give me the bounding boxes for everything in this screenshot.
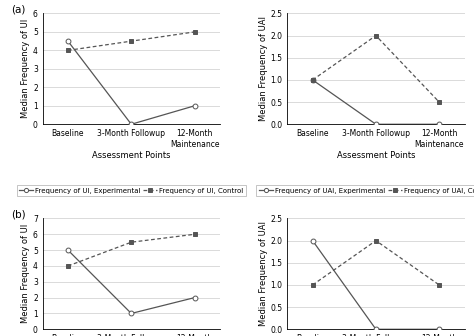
Y-axis label: Median Frequency of UI: Median Frequency of UI	[21, 19, 30, 119]
Y-axis label: Median Frequency of UAI: Median Frequency of UAI	[258, 16, 267, 121]
Legend: Frequency of UI, Experimental, Frequency of UI, Control: Frequency of UI, Experimental, Frequency…	[17, 185, 246, 196]
Text: (b): (b)	[11, 210, 26, 220]
X-axis label: Assessment Points: Assessment Points	[337, 151, 415, 160]
Y-axis label: Median Frequency of UAI: Median Frequency of UAI	[258, 221, 267, 326]
Legend: Frequency of UAI, Experimental, Frequency of UAI, Control: Frequency of UAI, Experimental, Frequenc…	[256, 185, 474, 196]
X-axis label: Assessment Points: Assessment Points	[92, 151, 171, 160]
Y-axis label: Median Frequency of UI: Median Frequency of UI	[21, 224, 30, 324]
Text: (a): (a)	[11, 5, 25, 14]
